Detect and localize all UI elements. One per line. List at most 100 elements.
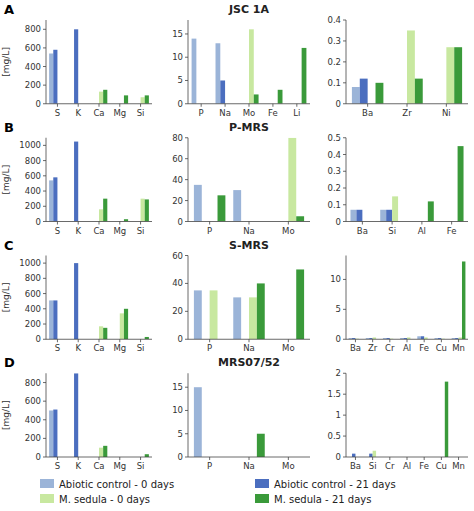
bar [296, 216, 304, 221]
x-tick [458, 457, 459, 460]
bar [421, 336, 424, 339]
y-tick-label: 800 [25, 156, 41, 166]
x-tick-label: Cr [385, 461, 395, 471]
bar [249, 297, 257, 339]
bar [380, 210, 386, 222]
x-tick-label: Mo [243, 108, 256, 118]
x-tick-label: P [207, 226, 212, 236]
x-tick-label: S [55, 226, 60, 236]
bar [192, 39, 197, 104]
bar [74, 373, 78, 457]
y-tick-label: 0 [36, 334, 41, 344]
x-tick [119, 457, 120, 460]
panel: 051015PNaMoMRS07/52 [172, 356, 310, 471]
y-tick-label: 0.4 [327, 150, 341, 160]
y-tick [185, 410, 188, 411]
bar [103, 446, 107, 457]
x-tick [225, 104, 226, 107]
y-tick-label: 0.1 [327, 78, 341, 88]
x-tick [288, 222, 289, 225]
y-tick [43, 382, 46, 383]
x-tick [209, 339, 210, 342]
x-tick-label: K [75, 226, 81, 236]
y-axis-line [346, 138, 347, 222]
x-tick-label: Cu [436, 461, 447, 471]
x-tick [99, 104, 100, 107]
x-tick-label: Mg [113, 461, 126, 471]
y-tick [185, 179, 188, 180]
y-tick [343, 373, 346, 374]
x-tick-label: S [55, 108, 60, 118]
x-tick-label: Si [137, 108, 145, 118]
x-tick-label: Mn [452, 343, 465, 353]
y-tick [43, 419, 46, 420]
y-axis-line [46, 20, 47, 104]
panel: 00.10.20.30.40.5BaSiAlFe [327, 133, 468, 236]
x-tick [451, 222, 452, 225]
x-tick-label: Mo [282, 226, 295, 236]
y-tick-label: 0.4 [327, 15, 341, 25]
y-tick [43, 221, 46, 222]
y-tick [343, 279, 346, 280]
x-tick-label: Na [243, 461, 255, 471]
y-tick-label: 0.5 [327, 431, 341, 441]
y-tick-label: 0 [178, 452, 183, 462]
x-tick [424, 457, 425, 460]
x-tick-label: Al [403, 461, 411, 471]
bar [386, 210, 392, 222]
title: MRS07/52 [218, 356, 280, 369]
y-tick-label: 15 [172, 29, 183, 39]
x-tick [367, 104, 368, 107]
x-tick [441, 457, 442, 460]
panel: 02004006008001000SKCaMgSi[mg/L]C [1, 238, 152, 354]
bar [74, 142, 78, 222]
x-tick [446, 104, 447, 107]
legend-label: M. sedula - 21 days [274, 494, 371, 505]
x-axis-line [346, 221, 468, 222]
y-tick-label: 0 [336, 452, 341, 462]
y-axis-label: [mg/L] [1, 400, 11, 430]
title: P-MRS [229, 121, 269, 134]
x-tick [355, 457, 356, 460]
bar [350, 210, 356, 222]
panel: 00.10.20.30.4BaZrNi [327, 15, 468, 118]
y-tick [343, 436, 346, 437]
bar [124, 309, 128, 339]
bar [53, 300, 57, 339]
y-tick-label: 200 [25, 201, 41, 211]
bar [145, 454, 149, 457]
legend-swatch [255, 479, 269, 488]
y-tick-label: 0 [336, 99, 341, 109]
y-tick-label: 5 [336, 304, 341, 314]
y-tick-label: 20 [172, 306, 183, 316]
y-tick [43, 339, 46, 340]
bar [194, 185, 202, 222]
bar [445, 382, 448, 457]
y-axis-label: [mg/L] [1, 47, 11, 77]
x-tick-label: Na [243, 343, 255, 353]
figure: 0200400600800SKCaMgSi[mg/L]A051015PNaMoF… [0, 0, 474, 511]
y-tick [343, 82, 346, 83]
x-tick-label: Ba [362, 108, 373, 118]
x-tick [99, 339, 100, 342]
bar [49, 54, 53, 104]
bar [288, 138, 296, 222]
x-tick [249, 457, 250, 460]
y-tick [343, 137, 346, 138]
x-tick [57, 104, 58, 107]
bar [99, 209, 103, 221]
x-tick-label: Ca [93, 226, 104, 236]
x-tick [421, 222, 422, 225]
x-tick [407, 339, 408, 342]
bars [194, 269, 304, 339]
bar [415, 79, 423, 104]
x-tick-label: Mg [113, 343, 126, 353]
bars [49, 263, 149, 339]
x-tick [362, 222, 363, 225]
y-axis-line [346, 256, 347, 340]
x-tick [119, 222, 120, 225]
x-tick-label: S [55, 461, 60, 471]
y-axis-line [46, 256, 47, 340]
x-tick-label: Mn [452, 461, 465, 471]
y-tick [343, 204, 346, 205]
